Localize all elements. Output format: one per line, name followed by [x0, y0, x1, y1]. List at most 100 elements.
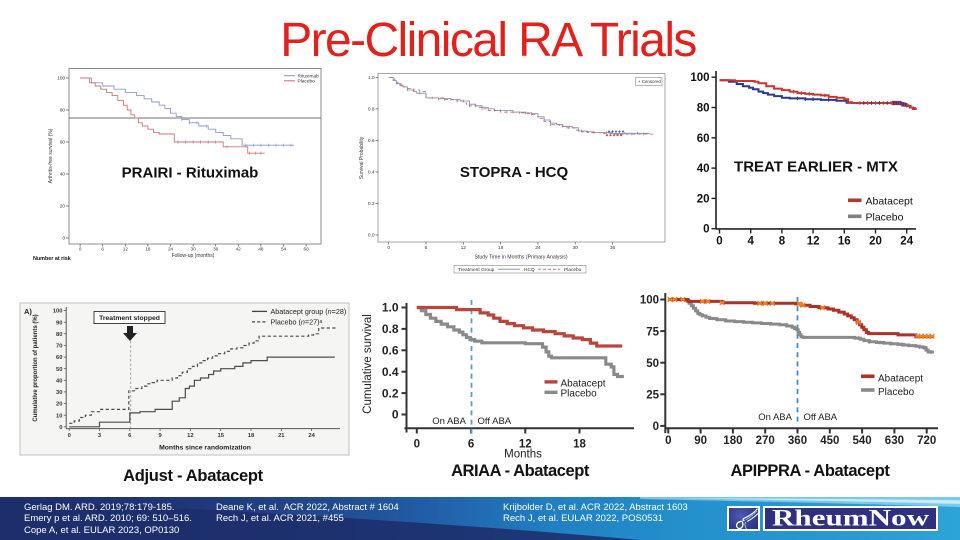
svg-text:50: 50 — [646, 358, 659, 370]
svg-text:24: 24 — [535, 245, 541, 251]
svg-text:60: 60 — [697, 133, 710, 145]
svg-text:HCQ: HCQ — [524, 267, 535, 273]
svg-text:Off ABA: Off ABA — [804, 412, 838, 423]
svg-text:540: 540 — [853, 435, 872, 447]
svg-text:0: 0 — [79, 247, 82, 252]
svg-text:6: 6 — [101, 247, 104, 252]
svg-text:0: 0 — [68, 433, 71, 439]
svg-text:Placebo: Placebo — [564, 267, 582, 273]
svg-text:Number at risk: Number at risk — [33, 256, 71, 262]
svg-text:0: 0 — [62, 236, 65, 241]
svg-text:On ABA: On ABA — [432, 416, 466, 427]
svg-text:40: 40 — [697, 163, 710, 175]
svg-text:50: 50 — [56, 367, 62, 373]
svg-text:9: 9 — [158, 433, 162, 439]
svg-text:42: 42 — [236, 247, 242, 252]
svg-text:60: 60 — [56, 355, 62, 361]
svg-text:24: 24 — [308, 433, 315, 439]
svg-text:Rituximab: Rituximab — [298, 74, 320, 80]
svg-text:100: 100 — [57, 76, 65, 81]
svg-text:270: 270 — [756, 435, 775, 447]
svg-text:0: 0 — [392, 408, 399, 422]
svg-text:0: 0 — [414, 439, 420, 451]
svg-text:60: 60 — [60, 140, 66, 145]
svg-text:0: 0 — [653, 421, 659, 433]
svg-text:Placebo: Placebo — [866, 212, 904, 224]
svg-text:Months: Months — [504, 449, 542, 460]
svg-text:4: 4 — [747, 236, 754, 248]
svg-text:PRAIRI - Rituximab: PRAIRI - Rituximab — [122, 165, 259, 182]
svg-text:12: 12 — [123, 247, 129, 252]
svg-text:30: 30 — [573, 245, 579, 251]
svg-text:630: 630 — [885, 435, 904, 447]
svg-text:40: 40 — [60, 172, 66, 177]
svg-text:24: 24 — [168, 247, 174, 252]
svg-text:18: 18 — [573, 439, 586, 451]
svg-text:15: 15 — [217, 433, 224, 439]
svg-text:3: 3 — [98, 433, 102, 439]
svg-text:Follow-up (months): Follow-up (months) — [172, 253, 215, 259]
svg-text:80: 80 — [60, 108, 66, 113]
svg-text:18: 18 — [248, 433, 255, 439]
svg-text:720: 720 — [917, 435, 936, 447]
svg-text:20: 20 — [869, 236, 882, 248]
svg-text:RheumNow: RheumNow — [772, 508, 930, 529]
svg-text:0.4: 0.4 — [382, 365, 399, 379]
svg-text:40: 40 — [56, 378, 62, 384]
svg-text:Survival Probability: Survival Probability — [359, 136, 365, 179]
svg-text:Arthritis-free survival (%): Arthritis-free survival (%) — [48, 128, 54, 183]
svg-text:0.2: 0.2 — [382, 386, 399, 400]
svg-text:25: 25 — [646, 390, 659, 402]
svg-text:30: 30 — [56, 390, 62, 396]
svg-text:18: 18 — [498, 245, 504, 251]
svg-text:18: 18 — [145, 247, 151, 252]
svg-text:16: 16 — [838, 236, 851, 248]
svg-text:Abatacept: Abatacept — [561, 378, 606, 389]
svg-text:6: 6 — [128, 433, 132, 439]
svg-text:+ Censored: + Censored — [638, 79, 661, 84]
svg-text:6: 6 — [425, 245, 428, 251]
svg-text:Cumulative proportion of patie: Cumulative proportion of patients (%) — [33, 314, 39, 421]
svg-text:100: 100 — [690, 72, 709, 84]
svg-text:Months since randomization: Months since randomization — [159, 445, 251, 452]
svg-text:Treatment stopped: Treatment stopped — [99, 315, 160, 322]
svg-text:0.0: 0.0 — [368, 233, 375, 239]
svg-text:80: 80 — [697, 103, 710, 115]
svg-text:0.8: 0.8 — [368, 107, 375, 113]
svg-text:0.2: 0.2 — [368, 201, 375, 207]
svg-text:0: 0 — [703, 224, 709, 236]
svg-text:180: 180 — [723, 435, 742, 447]
svg-text:Study Time in Months (Primary: Study Time in Months (Primary Analysis) — [474, 255, 567, 261]
svg-text:70: 70 — [56, 344, 62, 350]
svg-text:20: 20 — [56, 402, 62, 408]
svg-text:Placebo: Placebo — [561, 389, 598, 400]
svg-text:STOPRA - HCQ: STOPRA - HCQ — [460, 164, 569, 181]
svg-text:12: 12 — [519, 439, 532, 451]
svg-text:12: 12 — [187, 433, 193, 439]
svg-text:36: 36 — [610, 245, 616, 251]
svg-text:0.8: 0.8 — [382, 322, 399, 336]
svg-text:0: 0 — [665, 435, 671, 447]
svg-text:0.6: 0.6 — [382, 344, 399, 358]
svg-text:TREAT EARLIER - MTX: TREAT EARLIER - MTX — [734, 158, 898, 175]
svg-text:30: 30 — [191, 247, 197, 252]
svg-text:75: 75 — [646, 326, 659, 338]
svg-text:Abatacept group (n=28): Abatacept group (n=28) — [271, 307, 347, 316]
svg-text:60: 60 — [304, 247, 310, 252]
svg-text:12: 12 — [807, 236, 820, 248]
svg-text:90: 90 — [56, 320, 62, 326]
svg-text:Placebo: Placebo — [878, 387, 915, 398]
svg-text:Off ABA: Off ABA — [478, 416, 512, 427]
svg-text:21: 21 — [278, 433, 285, 439]
svg-text:0: 0 — [59, 425, 62, 431]
svg-text:0: 0 — [716, 236, 722, 248]
svg-text:54: 54 — [281, 247, 287, 252]
svg-text:450: 450 — [820, 435, 839, 447]
svg-text:Abatacept: Abatacept — [866, 196, 913, 208]
svg-text:360: 360 — [788, 435, 807, 447]
svg-text:0.4: 0.4 — [368, 170, 375, 176]
svg-text:0.6: 0.6 — [368, 138, 375, 144]
svg-text:6: 6 — [468, 439, 474, 451]
svg-text:100: 100 — [640, 295, 659, 307]
svg-text:48: 48 — [258, 247, 264, 252]
